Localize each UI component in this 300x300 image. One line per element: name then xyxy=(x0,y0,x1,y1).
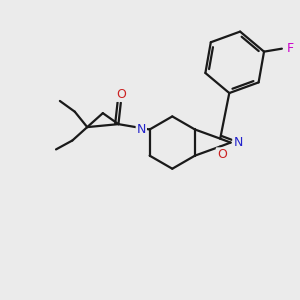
Text: N: N xyxy=(233,136,243,149)
Text: N: N xyxy=(136,123,146,136)
Text: O: O xyxy=(116,88,126,101)
Text: O: O xyxy=(217,148,226,161)
Text: F: F xyxy=(286,42,294,55)
